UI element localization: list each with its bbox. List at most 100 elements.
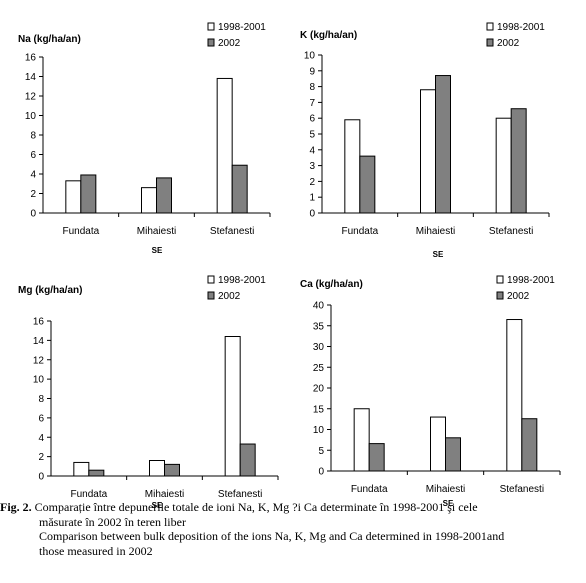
y-tick-label: 40 [313,301,325,312]
y-tick-label: 0 [30,209,36,220]
y-tick-label: 30 [313,342,325,353]
bar-2002-fundata [88,469,105,477]
y-tick-label: 4 [309,145,315,156]
x-axis-label: SE [152,246,163,255]
y-tick-label: 2 [309,177,315,188]
legend-swatch [486,38,494,47]
legend: 1998-2001 2002 [207,275,266,302]
x-tick-label: Fundata [62,226,99,237]
y-tick-label: 8 [309,82,315,93]
y-tick-label: 5 [309,130,315,141]
x-tick-label: Stefanesti [500,484,544,495]
x-tick-label: Fundata [70,489,107,500]
chart-title: Na (kg/ha/an) [18,34,81,45]
y-tick-label: 12 [33,355,45,366]
y-tick-label: 35 [313,321,325,332]
caption-line-1: Fig. 2. Comparație între depunerile tota… [0,500,586,515]
y-tick-label: 3 [309,161,315,172]
chart-title: K (kg/ha/an) [300,30,357,41]
bar-1998-2001-fundata [65,180,82,214]
bar-2002-stefanesti [510,108,527,214]
y-tick-label: 2 [30,189,36,200]
x-tick-label: Fundata [341,226,378,237]
y-tick-label: 20 [313,384,325,395]
bar-2002-mihaiesti [164,463,180,477]
x-tick-label: Stefanesti [489,226,533,237]
x-tick-label: Stefanesti [218,489,262,500]
y-tick-label: 8 [30,131,36,142]
legend-label: 2002 [218,291,241,302]
legend-label: 2002 [507,291,530,302]
figure-caption: Fig. 2. Comparație între depunerile tota… [0,500,586,558]
chart-title: Ca (kg/ha/an) [300,279,363,290]
y-tick-label: 4 [38,433,44,444]
bar-1998-2001-mihaiesti [420,89,436,214]
bar-2002-stefanesti [239,443,256,477]
legend-swatch [486,22,494,31]
caption-english-line-2: those measured in 2002 [39,543,153,558]
y-tick-label: 1 [309,193,315,204]
bar-1998-2001-stefanesti [506,319,523,472]
y-tick-label: 25 [313,363,325,374]
caption-romanian-line-1: Comparație între depunerile totale de io… [34,500,478,514]
legend: 1998-2001 2002 [496,275,555,302]
bar-2002-mihaiesti [435,75,451,214]
bar-2002-fundata [368,443,385,472]
y-tick-label: 16 [33,317,45,328]
y-tick-label: 12 [25,92,37,103]
legend-swatch [207,291,215,300]
bar-2002-stefanesti [521,418,538,472]
bar-1998-2001-mihaiesti [149,460,165,477]
y-tick-label: 10 [313,425,325,436]
y-tick-label: 14 [33,336,45,347]
x-axis-label: SE [433,250,444,259]
legend-label: 2002 [497,38,520,49]
bar-2002-fundata [359,155,376,214]
y-tick-label: 16 [25,53,37,64]
y-tick-label: 15 [313,404,325,415]
y-tick-label: 0 [309,209,315,220]
bar-2002-mihaiesti [156,177,172,214]
legend-swatch [207,22,215,31]
bar-2002-fundata [80,174,97,214]
y-tick-label: 0 [318,467,324,478]
bar-1998-2001-fundata [353,408,370,472]
y-tick-label: 8 [38,394,44,405]
x-axis-label: SE [152,501,163,510]
x-tick-label: Fundata [351,484,388,495]
x-tick-label: Mihaiesti [416,226,455,237]
bar-2002-mihaiesti [445,437,461,472]
legend-swatch [207,275,215,284]
y-tick-label: 10 [33,375,45,386]
y-tick-label: 7 [309,98,315,109]
x-axis-label: SE [443,499,454,508]
caption-english-line-1: Comparison between bulk deposition of th… [39,529,505,543]
chart-panel-1: Na (kg/ha/an) 0 2 4 6 8 10 12 14 16 Fundata Mihaies… [18,22,271,255]
x-tick-label: Stefanesti [210,226,254,237]
y-tick-label: 9 [309,66,315,77]
legend-swatch [207,38,215,47]
y-tick-label: 10 [25,111,37,122]
y-tick-label: 0 [38,472,44,483]
y-tick-label: 2 [38,452,44,463]
legend: 1998-2001 2002 [486,22,545,49]
chart-panel-2: K (kg/ha/an) 0 1 2 3 4 5 6 7 8 9 10 Fundata Mihaiesti… [300,22,550,259]
y-tick-label: 10 [304,51,316,62]
y-tick-label: 6 [38,413,44,424]
y-tick-label: 5 [318,446,324,457]
legend: 1998-2001 2002 [207,22,266,49]
y-tick-label: 6 [30,150,36,161]
caption-label: Fig. 2. [0,500,32,514]
legend-label: 1998-2001 [218,275,266,286]
legend-label: 2002 [218,38,241,49]
bar-1998-2001-mihaiesti [430,416,446,472]
y-tick-label: 14 [25,72,37,83]
chart-panel-4: Ca (kg/ha/an) 0 5 10 15 20 25 30 35 40 Fundata Miha… [300,275,561,508]
chart-panel-3: Mg (kg/ha/an) 0 2 4 6 8 10 12 14 16 Fundata Mihaies… [18,275,279,510]
bar-1998-2001-stefanesti [495,117,512,214]
x-tick-label: Mihaiesti [426,484,465,495]
bar-1998-2001-fundata [73,461,90,477]
bar-1998-2001-stefanesti [216,77,233,214]
x-tick-label: Mihaiesti [137,226,176,237]
caption-romanian-line-2: măsurate în 2002 în teren liber [39,514,186,529]
